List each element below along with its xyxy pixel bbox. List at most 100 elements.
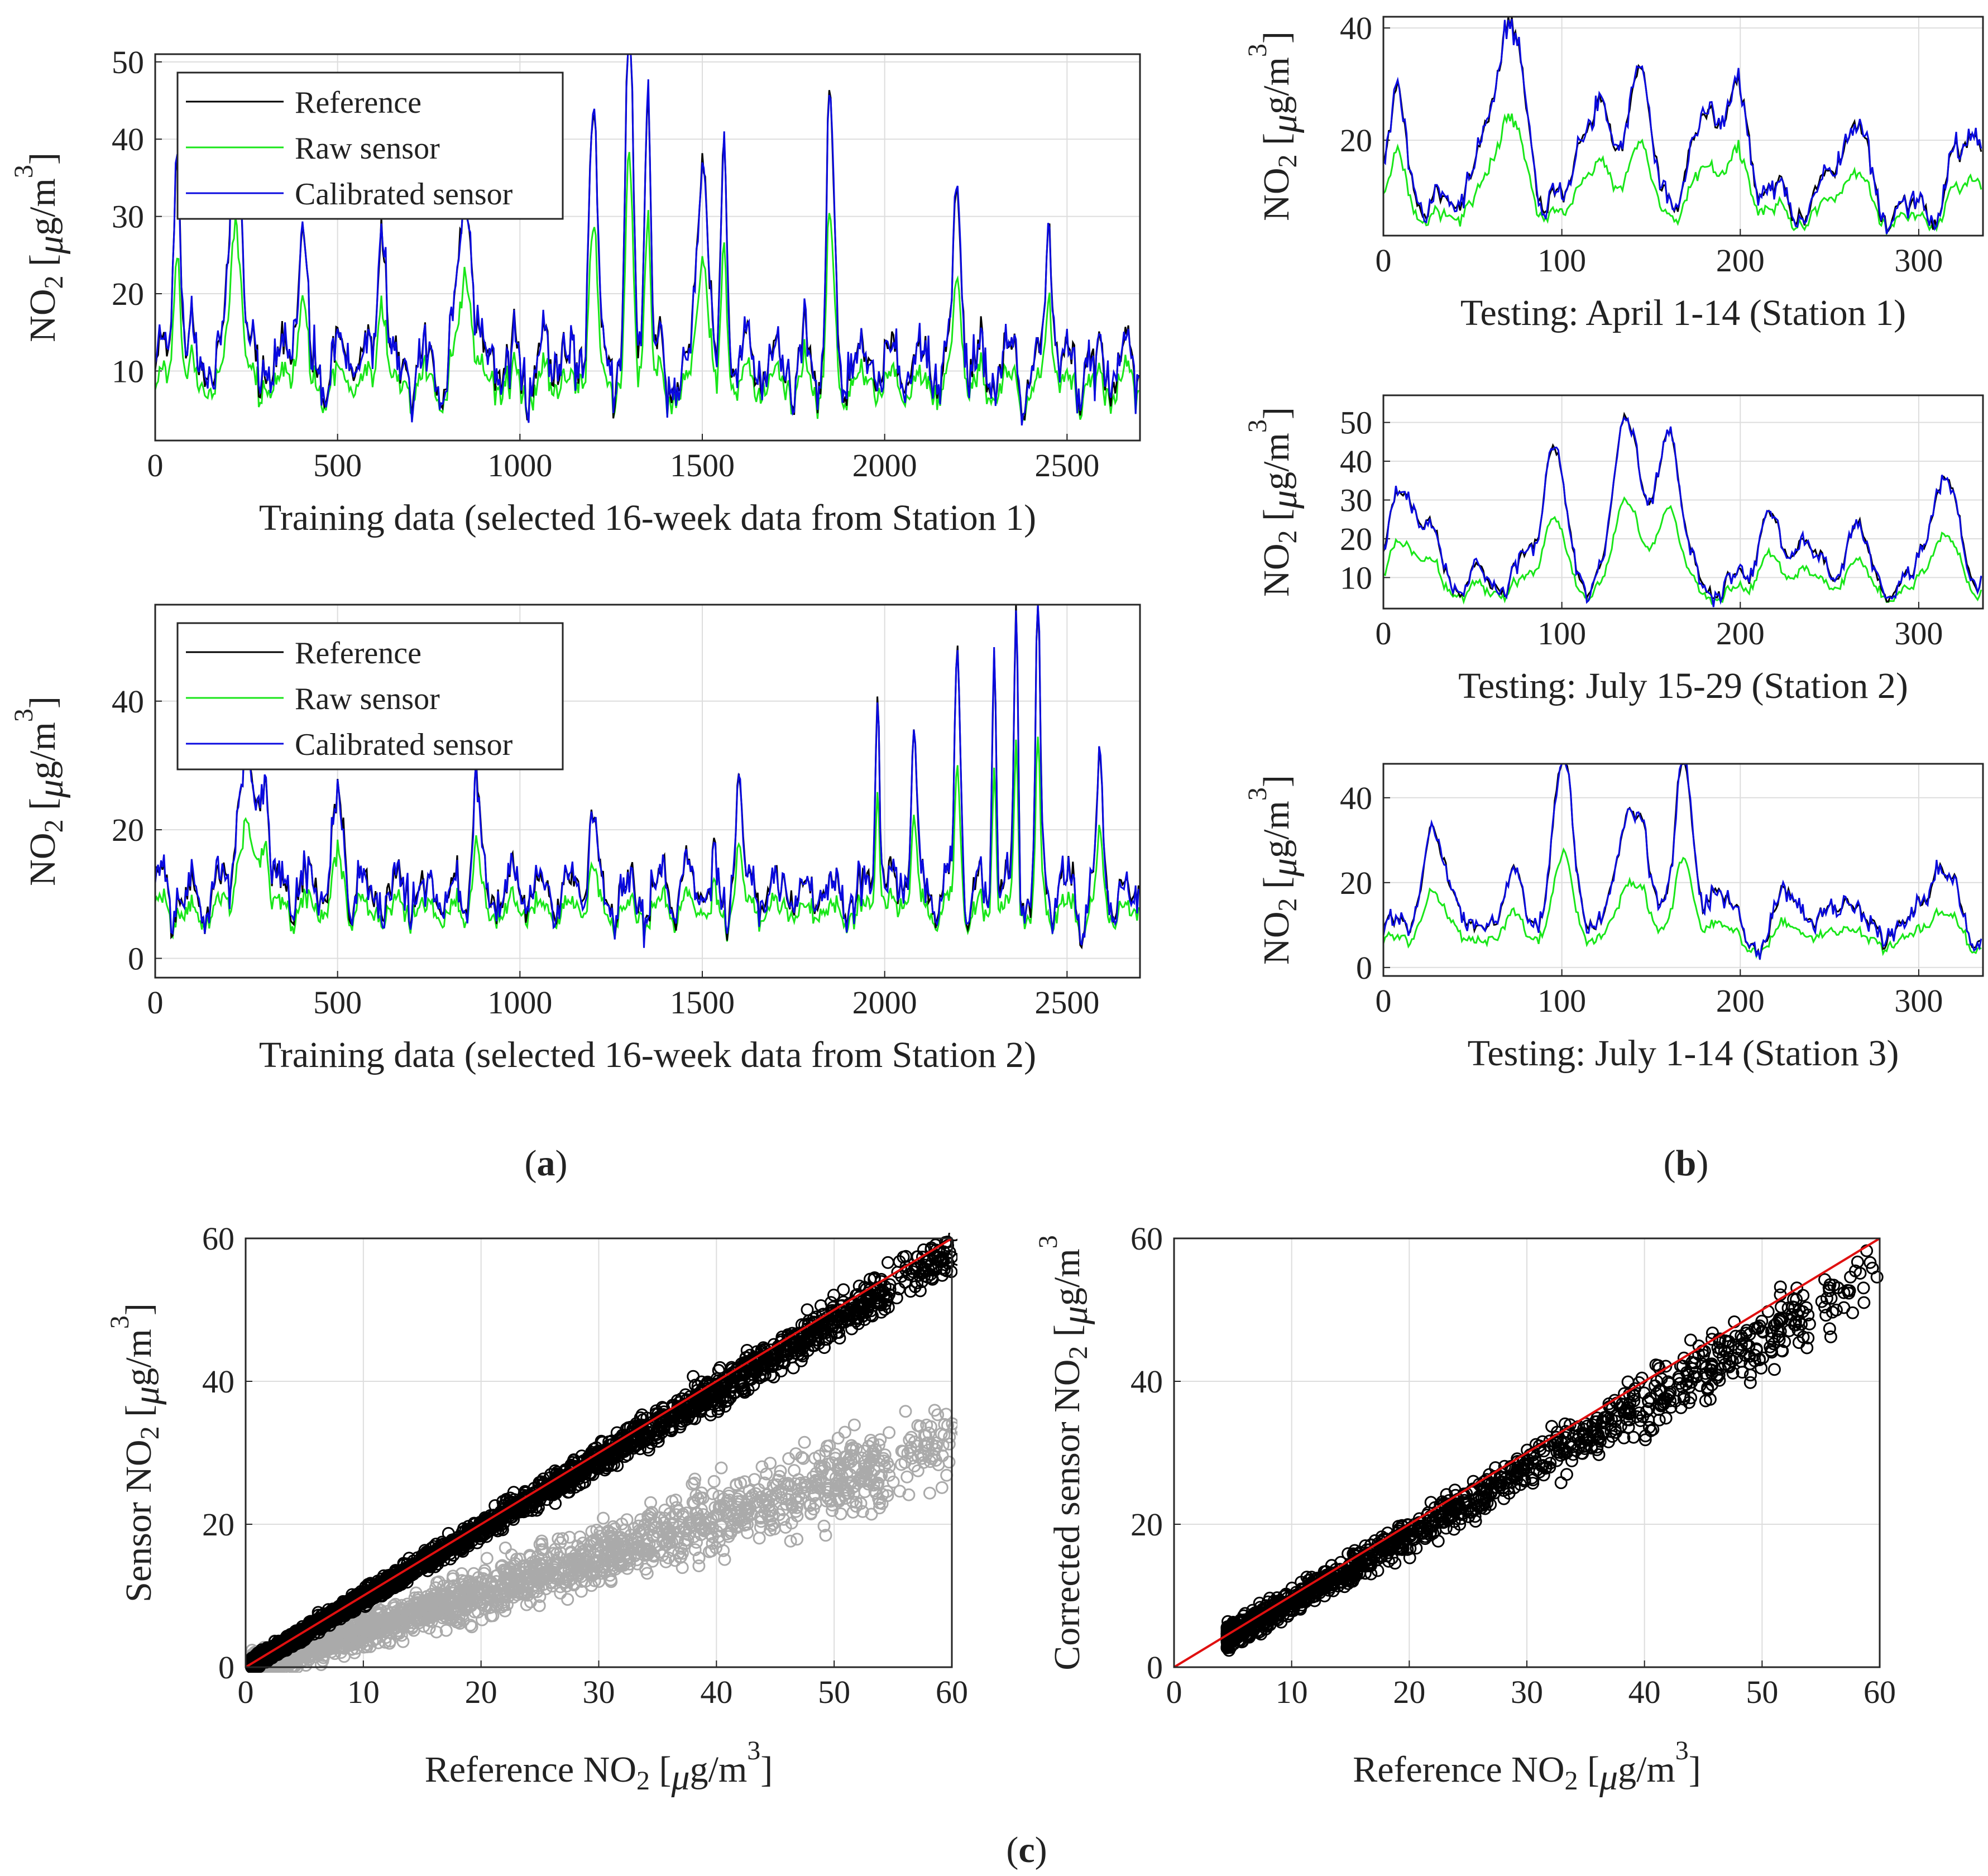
scatter-point [864, 1474, 878, 1487]
scatter-point [688, 1543, 702, 1557]
x-tick-label: 0 [238, 1674, 254, 1710]
scatter-point [850, 1312, 864, 1325]
x-tick-label: 0 [147, 984, 164, 1021]
scatter-point [755, 1460, 769, 1473]
scatter-point [638, 1542, 651, 1556]
x-tick-label: 200 [1716, 615, 1765, 652]
scatter-point [444, 1603, 457, 1616]
scatter-point [874, 1433, 887, 1446]
scatter-point [900, 1470, 914, 1483]
scatter-point [638, 1426, 651, 1439]
scatter-point [528, 1578, 541, 1592]
series-calibrated-sensor-line [1383, 415, 1982, 607]
scatter-point [654, 1511, 667, 1524]
scatter-point [306, 1644, 320, 1658]
scatter-point [465, 1620, 478, 1634]
x-tick-label: 100 [1537, 615, 1586, 652]
scatter-point [837, 1283, 850, 1296]
scatter-point [803, 1334, 816, 1347]
scatter-point [827, 1289, 840, 1302]
scatter-point [640, 1567, 654, 1580]
scatter-point [866, 1445, 880, 1458]
scatter-point [670, 1501, 683, 1514]
scatter-point [809, 1467, 823, 1480]
scatter-point [731, 1519, 744, 1533]
series-calibrated-sensor-line [155, 54, 1139, 426]
y-tick-label: 40 [112, 683, 144, 720]
scatter-point [798, 1435, 811, 1449]
scatter-point [832, 1492, 845, 1506]
plot-frame [1382, 394, 1984, 610]
y-tick-label: 0 [218, 1649, 234, 1686]
scatter-point [833, 1332, 846, 1345]
scatter-point [718, 1553, 731, 1566]
scatter-point [767, 1517, 780, 1530]
plot-area [1383, 395, 1983, 609]
scatter-point [341, 1597, 355, 1611]
scatter-point [753, 1532, 766, 1545]
scatter-point [410, 1614, 423, 1628]
x-tick-label: 0 [1376, 242, 1392, 279]
scatter-point [464, 1599, 477, 1611]
y-tick-label: 20 [1340, 122, 1372, 159]
scatter-point [328, 1647, 342, 1660]
scatter-point [812, 1475, 825, 1489]
scatter-point [588, 1574, 601, 1587]
y-tick-label: 40 [202, 1363, 234, 1400]
scatter-point [818, 1333, 832, 1346]
series-calibrated-sensor-line [155, 605, 1139, 948]
scatter-point [463, 1584, 477, 1597]
scatter-point [518, 1562, 531, 1575]
plot-frame [1382, 16, 1984, 237]
scatter-point [635, 1544, 648, 1558]
scatter-point [707, 1475, 721, 1488]
y-tick-label: 20 [112, 276, 144, 312]
scatter-point [688, 1476, 701, 1490]
x-tick-label: 0 [1376, 983, 1392, 1019]
scatter-point [637, 1523, 650, 1537]
scatter-point [429, 1594, 442, 1607]
scatter-point [421, 1595, 435, 1608]
scatter-point [856, 1505, 869, 1518]
y-tick-label: 0 [128, 940, 144, 977]
scatter-point [742, 1492, 755, 1505]
scatter-point [480, 1552, 494, 1565]
scatter-point [294, 1626, 307, 1639]
y-tick-label: 50 [1340, 405, 1372, 441]
scatter-point [737, 1382, 751, 1395]
plot-frame [154, 53, 1141, 442]
scatter-point [727, 1513, 741, 1526]
scatter-point [855, 1467, 869, 1480]
scatter-point [674, 1542, 688, 1555]
scatter-point [833, 1463, 846, 1477]
scatter-point [648, 1549, 661, 1563]
scatter-point [680, 1400, 693, 1413]
scatter-point [880, 1456, 894, 1470]
legend-label-ref: Reference [295, 636, 421, 671]
scatter-point [391, 1611, 405, 1625]
scatter-point [631, 1557, 644, 1571]
scatter-point [396, 1563, 410, 1576]
scatter-point [358, 1619, 371, 1632]
scatter-point [804, 1508, 818, 1520]
scatter-point [955, 1425, 957, 1436]
scatter-point [549, 1554, 563, 1568]
y-axis-label: NO2 [μg/m3] [9, 152, 71, 342]
scatter-point [356, 1625, 369, 1638]
scatter-point [775, 1482, 789, 1496]
series-raw-sensor-line [1383, 113, 1982, 236]
scatter-point [535, 1543, 548, 1556]
scatter-point [499, 1541, 512, 1554]
series-calibrated-sensor-line [1383, 18, 1982, 234]
scatter-point [641, 1509, 655, 1523]
x-tick-label: 2500 [1034, 447, 1099, 484]
scatter-point [910, 1439, 923, 1453]
x-tick-label: 30 [583, 1674, 615, 1710]
scatter-point [883, 1288, 895, 1301]
x-tick-label: 100 [1537, 983, 1586, 1019]
series-raw-sensor-line [155, 152, 1139, 423]
scatter-point [798, 1480, 812, 1494]
